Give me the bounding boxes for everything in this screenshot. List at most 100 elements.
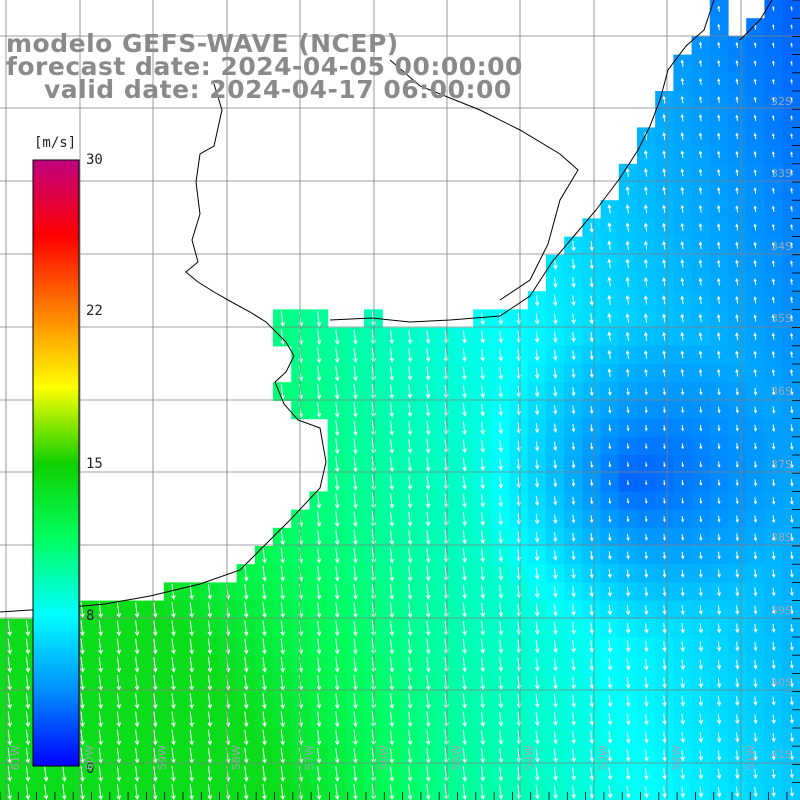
wind-arrow xyxy=(771,642,776,652)
wind-arrow xyxy=(571,658,576,672)
wind-arrow xyxy=(680,168,685,177)
wind-arrow xyxy=(498,675,504,691)
wind-arrow xyxy=(534,730,540,745)
wind-arrow xyxy=(316,347,322,364)
wind-arrow xyxy=(571,550,576,561)
wind-arrow xyxy=(699,461,703,468)
wind-arrow xyxy=(643,622,649,634)
wind-arrow xyxy=(353,529,358,546)
wind-arrow xyxy=(790,133,793,139)
wind-arrow xyxy=(334,620,340,637)
wind-arrow xyxy=(462,493,467,509)
wind-arrow xyxy=(98,766,103,782)
wind-arrow xyxy=(98,620,103,637)
wind-arrow xyxy=(25,620,31,637)
wind-arrow xyxy=(662,533,666,541)
wind-arrow xyxy=(625,276,630,287)
wind-arrow xyxy=(625,587,631,597)
wind-arrow xyxy=(716,714,722,725)
wind-arrow xyxy=(407,602,413,619)
wind-arrow xyxy=(662,95,666,104)
wind-arrow xyxy=(699,424,703,432)
wind-arrow xyxy=(516,694,522,709)
wind-arrow xyxy=(80,620,85,637)
wind-arrow xyxy=(353,438,358,455)
wind-arrow xyxy=(735,78,739,85)
colorbar-tick-30: 30 xyxy=(86,152,103,168)
wind-arrow xyxy=(790,332,794,340)
wind-arrow xyxy=(534,567,540,580)
wind-arrow xyxy=(116,784,122,800)
wind-arrow xyxy=(425,638,431,655)
wind-arrow xyxy=(771,569,776,579)
wind-arrow xyxy=(498,385,504,399)
wind-arrow xyxy=(717,551,721,560)
wind-arrow xyxy=(717,168,721,177)
wind-arrow xyxy=(353,511,358,528)
wind-arrow xyxy=(152,620,158,637)
wind-arrow xyxy=(626,443,630,450)
wind-arrow xyxy=(644,605,649,616)
wind-arrow xyxy=(662,406,666,414)
wind-arrow xyxy=(189,638,194,655)
wind-arrow xyxy=(480,548,486,563)
wind-arrow xyxy=(753,350,757,359)
wind-arrow xyxy=(716,695,722,707)
lat-label-37s: 37S xyxy=(771,458,792,471)
wind-arrow xyxy=(171,620,176,637)
wind-arrow xyxy=(698,641,704,652)
wind-arrow xyxy=(498,784,504,800)
wind-arrow xyxy=(425,475,431,491)
wind-arrow xyxy=(753,461,757,469)
wind-arrow xyxy=(389,656,395,673)
wind-arrow xyxy=(425,584,431,600)
wind-arrow xyxy=(698,732,704,744)
wind-arrow xyxy=(735,497,739,505)
wind-arrow xyxy=(116,711,122,728)
wind-arrow xyxy=(98,693,103,710)
wind-arrow xyxy=(7,620,12,637)
wind-arrow xyxy=(790,242,793,249)
lat-label-33s: 33S xyxy=(771,167,792,180)
wind-arrow xyxy=(553,368,558,379)
wind-arrow xyxy=(353,584,358,600)
wind-arrow xyxy=(772,460,776,469)
wind-arrow xyxy=(25,729,31,746)
lat-label-35s: 35S xyxy=(771,312,792,325)
wind-arrow xyxy=(462,693,467,709)
lon-label-59w: 59W xyxy=(156,745,169,770)
wind-arrow xyxy=(480,693,486,709)
wind-arrow xyxy=(662,605,667,616)
wind-arrow xyxy=(662,168,666,177)
wind-arrow xyxy=(680,350,685,359)
wind-arrow xyxy=(189,784,194,800)
wind-arrow xyxy=(735,350,739,359)
wind-arrow xyxy=(698,786,704,798)
wind-arrow xyxy=(334,547,340,564)
wind-arrow xyxy=(698,204,703,213)
wind-arrow xyxy=(553,712,558,727)
wind-arrow xyxy=(425,566,431,582)
wind-arrow xyxy=(280,565,285,582)
wind-arrow xyxy=(717,479,721,487)
wind-arrow xyxy=(425,366,431,381)
wind-arrow xyxy=(316,493,322,509)
wind-arrow xyxy=(116,602,122,619)
wind-arrow xyxy=(589,259,594,270)
wind-arrow xyxy=(626,533,630,542)
wind-arrow xyxy=(771,605,776,615)
wind-arrow xyxy=(607,676,613,690)
wind-arrow xyxy=(334,420,340,437)
wind-arrow xyxy=(625,167,630,177)
wind-arrow xyxy=(462,729,467,746)
wind-arrow xyxy=(662,388,667,396)
wind-arrow xyxy=(262,784,267,800)
wind-arrow xyxy=(334,729,340,746)
wind-arrow xyxy=(389,366,395,382)
wind-arrow xyxy=(189,766,194,782)
wind-arrow xyxy=(790,260,793,267)
wind-arrow xyxy=(643,258,648,268)
wind-arrow xyxy=(662,587,667,597)
wind-arrow xyxy=(662,150,666,159)
wind-arrow xyxy=(480,312,485,326)
